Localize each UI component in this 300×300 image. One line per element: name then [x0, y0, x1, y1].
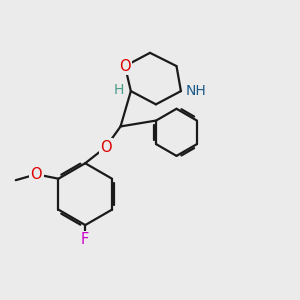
Text: H: H [113, 82, 124, 97]
Text: NH: NH [185, 84, 206, 98]
Text: O: O [119, 58, 131, 74]
Text: O: O [100, 140, 112, 154]
Text: F: F [81, 232, 89, 247]
Text: O: O [31, 167, 42, 182]
